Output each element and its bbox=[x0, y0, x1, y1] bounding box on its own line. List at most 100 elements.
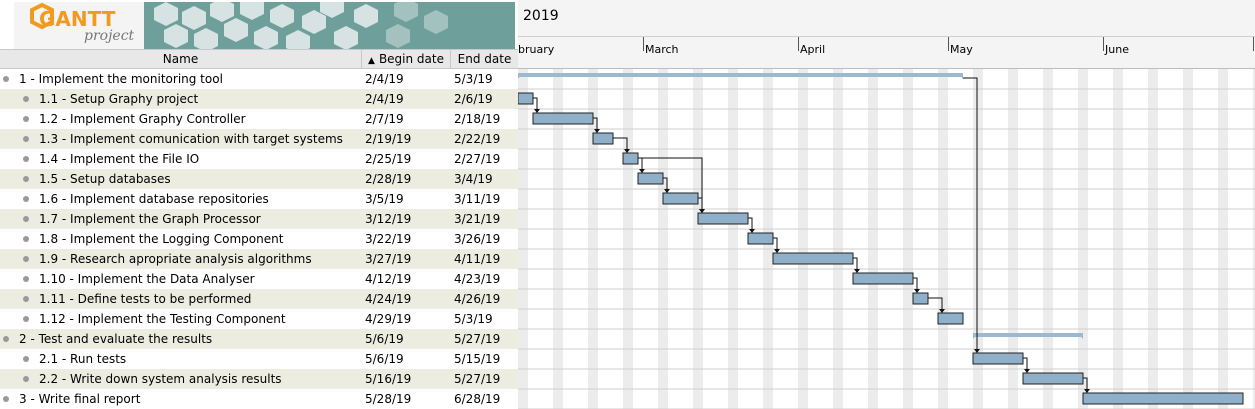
task-name: 1.2 - Implement Graphy Controller bbox=[39, 112, 246, 126]
task-table: GANTT project Name ▲ Begin date End date … bbox=[0, 0, 518, 409]
table-row[interactable]: 1.4 - Implement the File IO 2/25/19 2/27/1… bbox=[0, 149, 518, 169]
dependency-arrow bbox=[773, 237, 778, 250]
table-row[interactable]: 1.12 - Implement the Testing Component 4/… bbox=[0, 309, 518, 329]
task-bullet-icon bbox=[23, 176, 29, 182]
task-name: 1.7 - Implement the Graph Processor bbox=[39, 212, 261, 226]
dependency-arrow-head bbox=[1024, 369, 1030, 373]
table-row[interactable]: 1.1 - Setup Graphy project 2/4/19 2/6/19 bbox=[0, 89, 518, 109]
table-row[interactable]: 1.2 - Implement Graphy Controller 2/7/19 2… bbox=[0, 109, 518, 129]
column-header-name[interactable]: Name bbox=[0, 50, 362, 68]
task-bar bbox=[697, 212, 749, 225]
task-name: 1.11 - Define tests to be performed bbox=[39, 292, 252, 306]
table-row[interactable]: 1.5 - Setup databases 2/28/19 3/4/19 bbox=[0, 169, 518, 189]
column-header-begin-date[interactable]: ▲ Begin date bbox=[362, 50, 451, 68]
month-tick bbox=[1103, 37, 1104, 51]
task-end-date: 3/4/19 bbox=[454, 172, 493, 186]
table-row[interactable]: 1.3 - Implement comunication with target… bbox=[0, 129, 518, 149]
dependency-arrow bbox=[533, 97, 538, 110]
dependency-arrow bbox=[913, 277, 918, 290]
table-row[interactable]: 1.9 - Research apropriate analysis algor… bbox=[0, 249, 518, 269]
summary-bar-end-cap bbox=[1078, 333, 1083, 339]
task-bar bbox=[772, 252, 854, 265]
task-begin-date: 4/12/19 bbox=[365, 272, 412, 286]
logo-text-main: GANTT bbox=[39, 7, 116, 31]
table-row[interactable]: 2 - Test and evaluate the results 5/6/19 5… bbox=[0, 329, 518, 349]
task-bar bbox=[937, 312, 964, 325]
task-begin-date: 3/5/19 bbox=[365, 192, 404, 206]
gantt-chart: 2019 bruary March April May June bbox=[518, 0, 1255, 409]
dependency-arrow bbox=[638, 157, 643, 170]
logo-hexagon-pattern: GANTT project bbox=[14, 2, 515, 49]
task-end-date: 5/27/19 bbox=[454, 332, 501, 346]
timeline-year-label: 2019 bbox=[523, 8, 559, 24]
gantt-chart-area bbox=[518, 69, 1255, 409]
task-bar bbox=[972, 352, 1024, 365]
month-tick bbox=[643, 37, 644, 51]
dependency-arrow bbox=[593, 117, 598, 130]
task-end-date: 5/3/19 bbox=[454, 72, 493, 86]
weekend-stripe bbox=[1113, 69, 1123, 409]
table-row[interactable]: 1.11 - Define tests to be performed 4/24/… bbox=[0, 289, 518, 309]
task-end-date: 4/11/19 bbox=[454, 252, 501, 266]
task-bar bbox=[637, 172, 664, 185]
month-label-april: April bbox=[800, 43, 826, 56]
month-tick bbox=[1253, 37, 1254, 51]
task-bullet-icon bbox=[23, 136, 29, 142]
task-bullet-icon bbox=[23, 216, 29, 222]
task-begin-date: 5/6/19 bbox=[365, 352, 404, 366]
task-name: 2.1 - Run tests bbox=[39, 352, 127, 366]
dependency-arrow bbox=[928, 297, 943, 310]
table-row[interactable]: 1.8 - Implement the Logging Component 3/2… bbox=[0, 229, 518, 249]
dependency-arrow-head bbox=[774, 249, 780, 253]
task-end-date: 2/6/19 bbox=[454, 92, 493, 106]
task-name: 1.3 - Implement comunication with target… bbox=[39, 132, 343, 146]
weekend-stripe bbox=[1253, 69, 1255, 409]
weekend-stripe bbox=[588, 69, 598, 409]
task-bar bbox=[622, 152, 639, 165]
weekend-stripe bbox=[658, 69, 668, 409]
table-row[interactable]: 1.7 - Implement the Graph Processor 3/12/… bbox=[0, 209, 518, 229]
task-name: 1.1 - Setup Graphy project bbox=[39, 92, 199, 106]
task-name: 1.12 - Implement the Testing Component bbox=[39, 312, 286, 326]
column-header-end-date[interactable]: End date bbox=[451, 50, 518, 68]
task-bullet-icon bbox=[23, 236, 29, 242]
dependency-arrow bbox=[748, 217, 753, 230]
weekend-stripe bbox=[623, 69, 633, 409]
task-begin-date: 5/16/19 bbox=[365, 372, 412, 386]
table-row[interactable]: 1.6 - Implement database repositories 3/5… bbox=[0, 189, 518, 209]
task-bullet-icon bbox=[23, 376, 29, 382]
weekend-stripe bbox=[728, 69, 738, 409]
task-bullet-icon bbox=[3, 76, 9, 82]
month-label-may: May bbox=[950, 43, 973, 56]
dependency-arrow-head bbox=[749, 229, 755, 233]
table-row[interactable]: 1 - Implement the monitoring tool 2/4/19 5… bbox=[0, 69, 518, 89]
task-bullet-icon bbox=[23, 316, 29, 322]
task-end-date: 6/28/19 bbox=[454, 392, 501, 406]
weekend-stripe bbox=[868, 69, 878, 409]
dependency-arrow-head bbox=[624, 149, 630, 153]
table-row[interactable]: 3 - Write final report 5/28/19 6/28/19 bbox=[0, 389, 518, 409]
summary-bar-start-cap bbox=[518, 73, 523, 79]
weekend-stripe bbox=[553, 69, 563, 409]
month-tick bbox=[948, 37, 949, 51]
task-end-date: 2/22/19 bbox=[454, 132, 501, 146]
column-header-name-label: Name bbox=[162, 52, 199, 66]
table-row[interactable]: 2.2 - Write down system analysis results… bbox=[0, 369, 518, 389]
dependency-arrow-head bbox=[914, 289, 920, 293]
summary-bar bbox=[518, 73, 963, 77]
weekend-stripe bbox=[833, 69, 843, 409]
table-row[interactable]: 2.1 - Run tests 5/6/19 5/15/19 bbox=[0, 349, 518, 369]
task-name: 3 - Write final report bbox=[19, 392, 141, 406]
dependency-arrow-head bbox=[974, 349, 980, 353]
dependency-arrow-head bbox=[639, 169, 645, 173]
task-name: 1.9 - Research apropriate analysis algor… bbox=[39, 252, 312, 266]
task-end-date: 5/15/19 bbox=[454, 352, 501, 366]
table-row[interactable]: 1.10 - Implement the Data Analyser 4/12/1… bbox=[0, 269, 518, 289]
dependency-arrow-head bbox=[534, 109, 540, 113]
summary-bar bbox=[973, 333, 1083, 337]
weekend-stripe bbox=[693, 69, 703, 409]
task-bar bbox=[747, 232, 774, 245]
task-begin-date: 4/24/19 bbox=[365, 292, 412, 306]
weekend-stripe bbox=[518, 69, 528, 409]
task-bar bbox=[662, 192, 699, 205]
